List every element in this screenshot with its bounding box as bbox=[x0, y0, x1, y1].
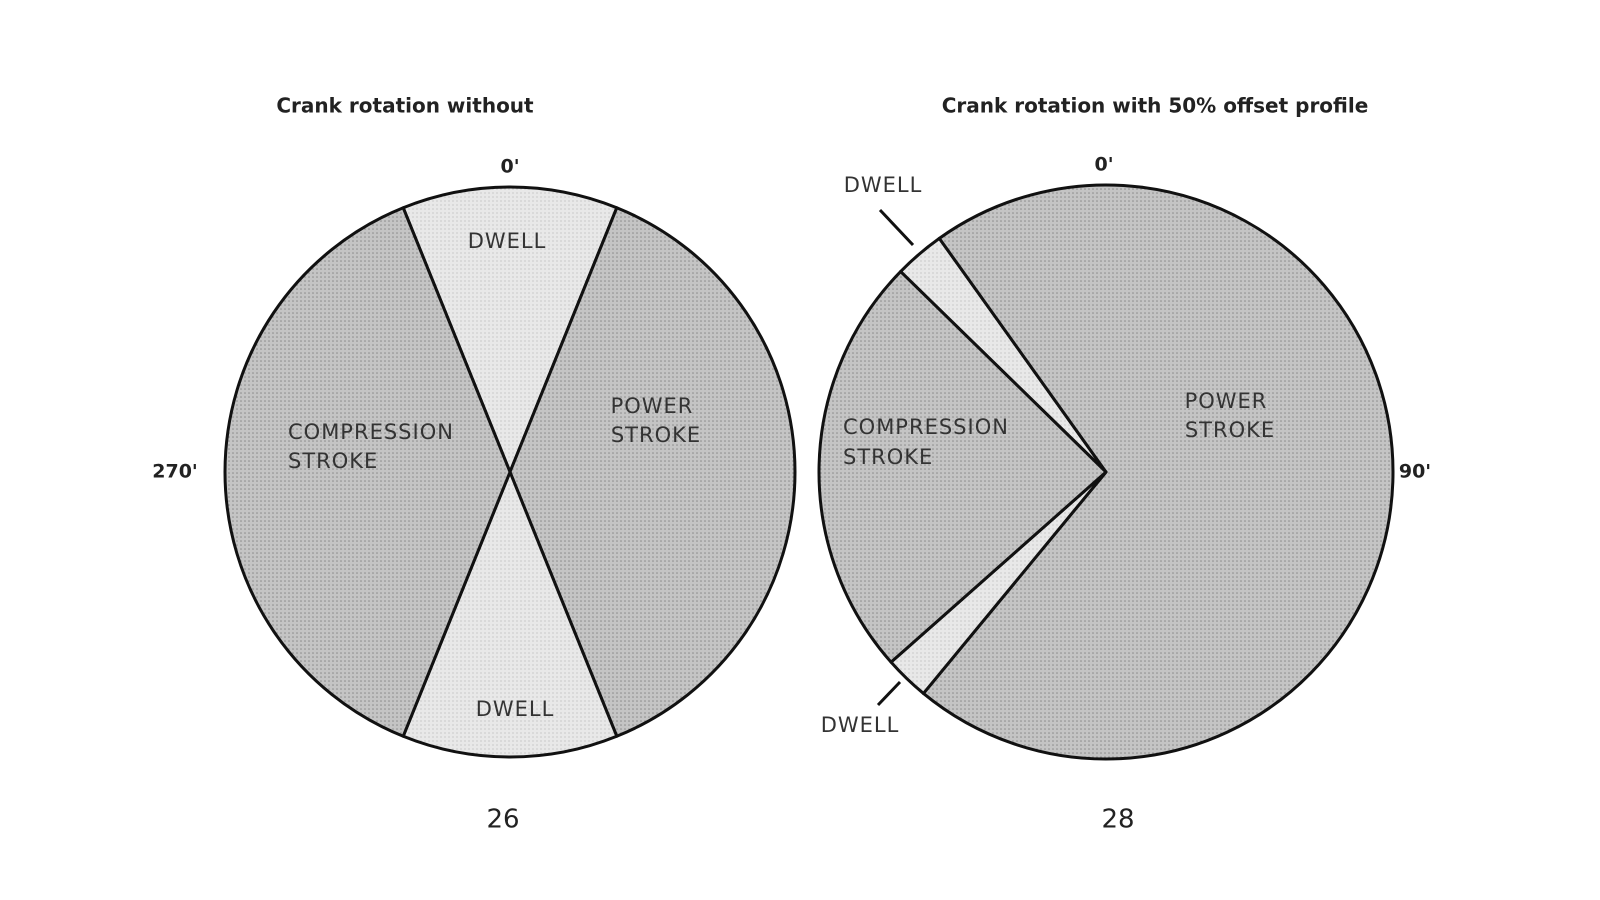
figure-number: 26 bbox=[486, 805, 519, 835]
power-region bbox=[508, 206, 797, 738]
leader-line bbox=[878, 208, 915, 247]
region-label: DWELL bbox=[821, 713, 900, 737]
wedges bbox=[223, 183, 1395, 761]
region-label: STROKE bbox=[288, 449, 378, 473]
region-label: POWER bbox=[611, 394, 694, 418]
region-label: DWELL bbox=[468, 229, 547, 253]
compression-region bbox=[817, 270, 1108, 664]
angle-label: 0' bbox=[1094, 154, 1113, 176]
dwell-region bbox=[401, 185, 619, 474]
angle-label: 90' bbox=[1399, 461, 1431, 483]
region-label: STROKE bbox=[1185, 418, 1275, 442]
region-label: DWELL bbox=[844, 173, 923, 197]
figure-title: Crank rotation with 50% offset profile bbox=[942, 94, 1369, 118]
leader-line bbox=[876, 680, 902, 707]
region-label: DWELL bbox=[476, 697, 555, 721]
figure-title: Crank rotation without bbox=[276, 94, 534, 118]
figure-number: 28 bbox=[1101, 805, 1134, 835]
angle-label: 270' bbox=[152, 461, 197, 483]
region-label: POWER bbox=[1185, 389, 1268, 413]
dwell-region bbox=[401, 470, 619, 759]
region-label: COMPRESSION bbox=[843, 415, 1009, 439]
angle-label: 0' bbox=[500, 156, 519, 178]
power-region bbox=[921, 183, 1395, 761]
compression-region bbox=[223, 206, 512, 738]
region-label: STROKE bbox=[611, 423, 701, 447]
region-label: STROKE bbox=[843, 445, 933, 469]
region-label: COMPRESSION bbox=[288, 420, 454, 444]
